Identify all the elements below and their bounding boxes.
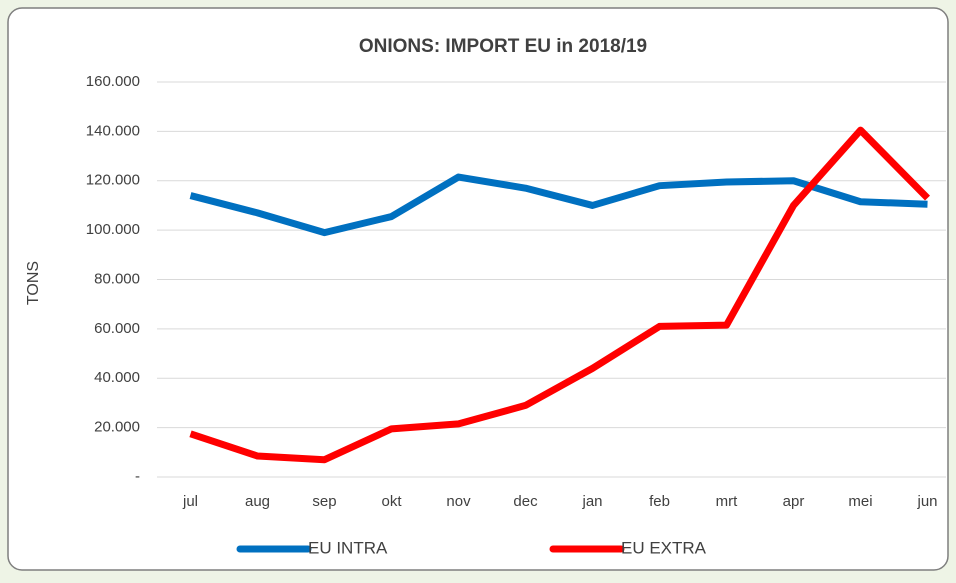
x-tick-label: jul	[182, 493, 198, 510]
x-tick-label: aug	[245, 493, 270, 510]
y-tick-label: -	[135, 468, 140, 485]
y-tick-label: 100.000	[86, 221, 140, 238]
x-tick-label: mei	[848, 493, 872, 510]
x-tick-label: mrt	[716, 493, 738, 510]
x-tick-label: nov	[446, 493, 471, 510]
y-tick-label: 80.000	[94, 270, 140, 287]
legend-label: EU EXTRA	[621, 538, 707, 557]
chart-panel	[7, 7, 949, 571]
x-tick-label: dec	[513, 493, 538, 510]
y-tick-label: 20.000	[94, 419, 140, 436]
legend-label: EU INTRA	[308, 538, 388, 557]
x-tick-label: sep	[312, 493, 336, 510]
y-tick-label: 60.000	[94, 320, 140, 337]
x-tick-label: okt	[381, 493, 402, 510]
x-tick-label: feb	[649, 493, 670, 510]
chart-title: ONIONS: IMPORT EU in 2018/19	[359, 36, 647, 57]
y-tick-label: 140.000	[86, 122, 140, 139]
x-tick-label: jun	[916, 493, 937, 510]
y-axis-label: TONS	[25, 261, 42, 305]
y-tick-label: 160.000	[86, 73, 140, 90]
y-tick-label: 120.000	[86, 172, 140, 189]
series-line	[189, 126, 930, 464]
y-tick-label: 40.000	[94, 369, 140, 386]
series-line	[189, 173, 928, 237]
x-tick-label: jan	[581, 493, 602, 510]
x-tick-label: apr	[783, 493, 805, 510]
